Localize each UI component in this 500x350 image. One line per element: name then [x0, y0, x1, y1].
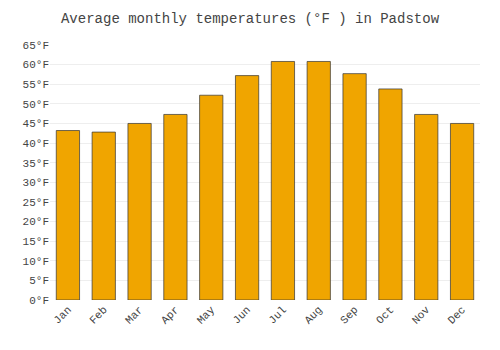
svg-text:45°F: 45°F — [23, 118, 49, 130]
svg-text:0°F: 0°F — [29, 295, 49, 307]
svg-text:Mar: Mar — [123, 304, 145, 326]
svg-text:Jan: Jan — [51, 304, 73, 326]
svg-text:Jul: Jul — [266, 304, 288, 326]
svg-text:65°F: 65°F — [23, 40, 49, 52]
svg-text:Dec: Dec — [446, 304, 468, 326]
svg-text:20°F: 20°F — [23, 216, 49, 228]
svg-text:May: May — [195, 304, 218, 327]
svg-text:Apr: Apr — [159, 304, 181, 326]
svg-text:60°F: 60°F — [23, 59, 49, 71]
svg-text:55°F: 55°F — [23, 79, 49, 91]
svg-text:Sep: Sep — [338, 304, 360, 326]
svg-text:35°F: 35°F — [23, 158, 49, 170]
svg-text:Oct: Oct — [374, 304, 396, 326]
svg-text:Average monthly temperatures (: Average monthly temperatures (°F ) in Pa… — [61, 11, 440, 27]
svg-text:Feb: Feb — [87, 304, 109, 326]
svg-text:Nov: Nov — [410, 304, 433, 327]
svg-text:Aug: Aug — [302, 304, 324, 326]
svg-text:5°F: 5°F — [29, 275, 49, 287]
svg-text:10°F: 10°F — [23, 256, 49, 268]
svg-text:25°F: 25°F — [23, 197, 49, 209]
svg-text:15°F: 15°F — [23, 236, 49, 248]
svg-text:Jun: Jun — [231, 304, 253, 326]
svg-text:40°F: 40°F — [23, 138, 49, 150]
svg-text:30°F: 30°F — [23, 177, 49, 189]
svg-text:50°F: 50°F — [23, 99, 49, 111]
